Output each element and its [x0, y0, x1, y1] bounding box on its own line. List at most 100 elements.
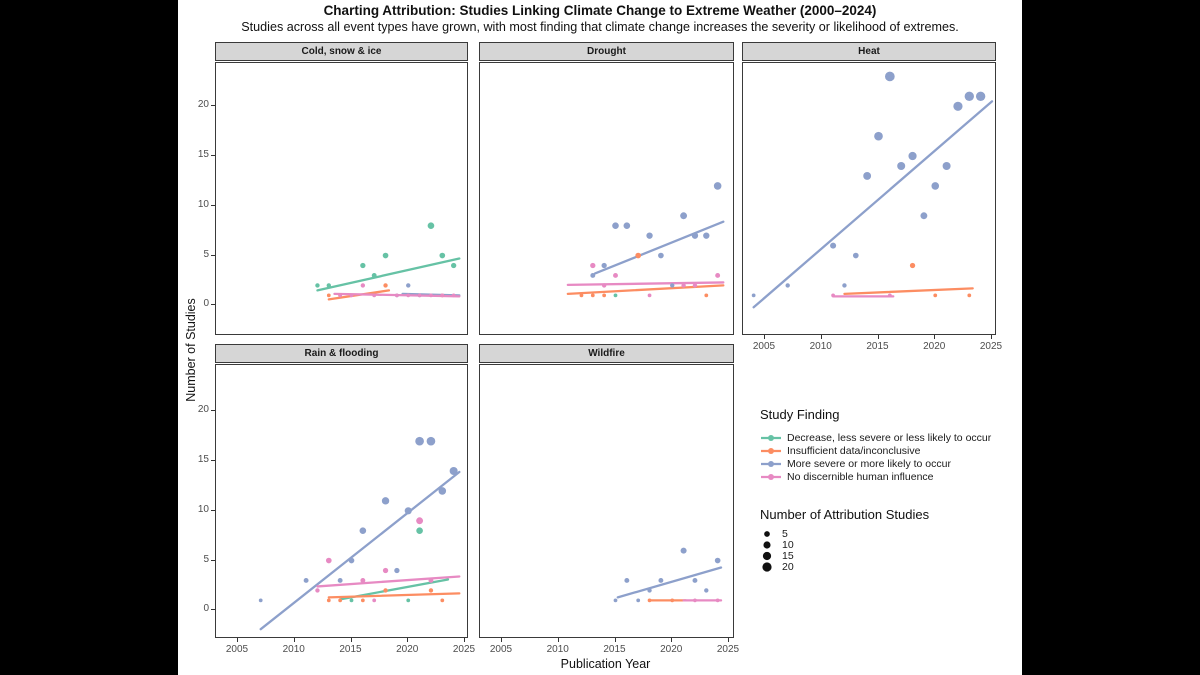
data-point-decrease [613, 293, 618, 298]
data-point-no_influence [429, 293, 433, 298]
legend-title-study-finding: Study Finding [760, 407, 840, 422]
x-tick-mark [407, 638, 409, 642]
data-point-no_influence [692, 283, 698, 288]
data-point-more_severe [874, 131, 883, 141]
facet-plot [751, 71, 994, 309]
data-point-more_severe [348, 557, 355, 564]
data-point-more_severe [931, 182, 940, 190]
data-point-no_influence [360, 283, 366, 288]
data-point-more_severe [438, 487, 447, 495]
x-tick-label: 2025 [979, 341, 1003, 352]
x-tick-label: 2025 [452, 644, 476, 655]
y-tick-label: 20 [197, 404, 209, 416]
data-point-more_severe [658, 252, 664, 259]
data-point-more_severe [658, 577, 664, 583]
data-point-no_influence [693, 598, 697, 603]
data-point-decrease [315, 283, 320, 288]
data-point-more_severe [636, 598, 641, 603]
data-point-no_influence [349, 293, 354, 298]
data-point-insufficient [602, 293, 607, 298]
y-tick-label: 0 [203, 603, 209, 615]
size-dot-icon [764, 531, 770, 537]
data-point-decrease [326, 283, 332, 288]
x-tick-label: 2025 [716, 644, 740, 655]
data-point-no_influence [647, 293, 652, 298]
trend-line-more_severe [259, 470, 461, 631]
data-point-no_influence [428, 577, 434, 583]
data-point-no_influence [681, 283, 686, 288]
data-point-decrease [450, 262, 457, 269]
chart-subtitle: Studies across all event types have grow… [241, 20, 959, 34]
data-point-no_influence [395, 293, 399, 298]
x-tick-mark [614, 638, 616, 642]
trend-line-more_severe [593, 220, 725, 275]
x-tick-mark [728, 638, 729, 642]
trend-line-insufficient [843, 287, 974, 296]
data-point-more_severe [415, 436, 424, 446]
data-point-more_severe [646, 232, 653, 239]
data-point-more_severe [691, 232, 699, 239]
data-point-more_severe [897, 161, 906, 171]
data-point-more_severe [953, 101, 963, 111]
x-tick-mark [350, 638, 352, 642]
legend-size-label: 10 [782, 539, 794, 551]
chart-figure: Charting Attribution: Studies Linking Cl… [178, 0, 1022, 675]
data-point-no_influence [887, 293, 892, 298]
y-tick-label: 20 [197, 99, 209, 111]
x-tick-mark [764, 335, 765, 339]
facet-strip: Cold, snow & ice [215, 42, 468, 61]
legend-size-item: 15 [760, 550, 1010, 562]
data-point-more_severe [920, 212, 928, 220]
x-tick-mark [464, 638, 465, 642]
facet-panel [215, 364, 468, 638]
y-tick-mark [211, 559, 215, 561]
x-tick-label: 2010 [282, 644, 305, 655]
x-axis-title: Publication Year [560, 657, 651, 671]
x-tick-label: 2015 [603, 644, 626, 655]
data-point-more_severe [590, 272, 596, 278]
facet-panel [479, 364, 734, 638]
data-point-more_severe [680, 212, 688, 220]
data-point-more_severe [613, 598, 618, 603]
x-tick-mark [237, 638, 238, 642]
data-point-more_severe [852, 252, 859, 259]
trend-line-no_influence [566, 281, 725, 287]
facet-plot [258, 436, 461, 631]
x-tick-mark [557, 638, 559, 642]
legend-size-item: 10 [760, 539, 1010, 551]
data-point-more_severe [623, 222, 631, 230]
data-point-more_severe [612, 222, 619, 230]
facet-strip: Heat [742, 42, 996, 61]
facet-panel [742, 62, 996, 335]
data-point-no_influence [831, 293, 835, 298]
legend-key-insufficient [761, 447, 781, 454]
legend-item-more_severe: More severe or more likely to occur [760, 457, 1010, 470]
y-tick-mark [211, 410, 215, 412]
size-dot-icon [762, 551, 772, 561]
data-point-no_influence [601, 283, 607, 288]
legend-size-label: 20 [782, 561, 794, 573]
data-point-more_severe [601, 262, 607, 269]
x-tick-mark [877, 335, 879, 339]
data-point-no_influence [315, 588, 320, 593]
y-tick-mark [211, 105, 215, 107]
data-point-more_severe [908, 151, 917, 161]
data-point-more_severe [359, 527, 367, 535]
y-tick-mark [211, 304, 215, 306]
legend-key-more_severe [761, 460, 781, 467]
data-point-no_influence [372, 293, 377, 298]
legend-label: Decrease, less severe or less likely to … [787, 431, 992, 444]
data-point-no_influence [451, 293, 456, 298]
legend-size-item: 20 [760, 561, 1010, 573]
data-point-more_severe [337, 577, 343, 583]
facet-strip: Drought [479, 42, 734, 61]
facet-strip: Rain & flooding [215, 344, 468, 363]
data-point-no_influence [406, 293, 411, 298]
x-tick-label: 2015 [866, 341, 889, 352]
data-point-more_severe [975, 91, 986, 102]
x-tick-label: 2015 [339, 644, 362, 655]
data-point-more_severe [258, 598, 263, 603]
data-point-more_severe [942, 161, 951, 171]
data-point-insufficient [440, 598, 445, 603]
data-point-more_severe [692, 577, 698, 583]
